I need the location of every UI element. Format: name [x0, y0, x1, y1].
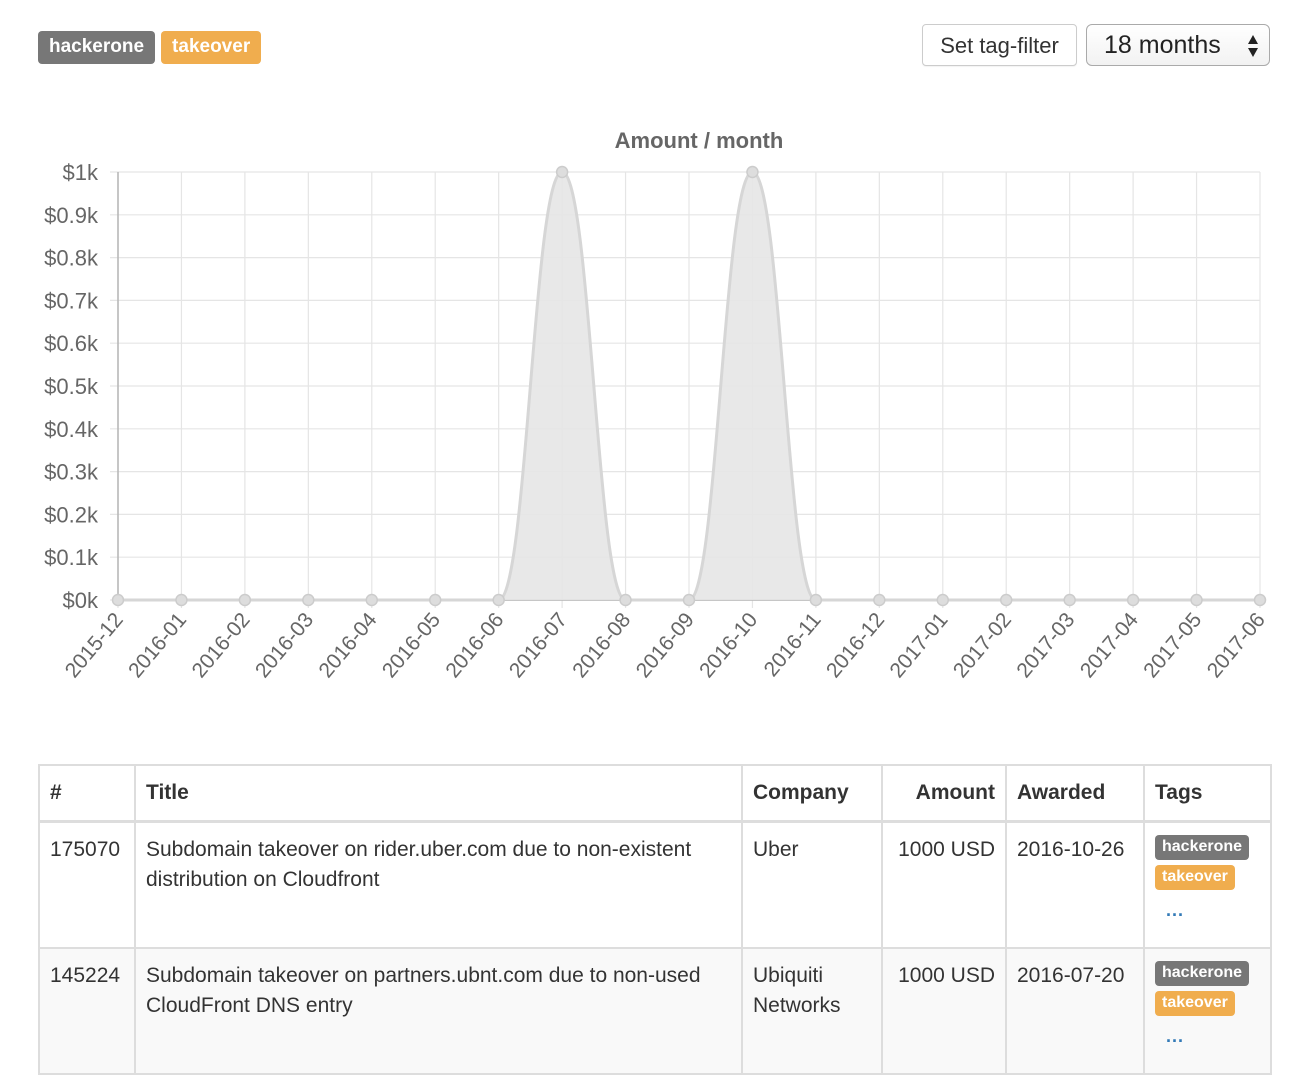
data-point: [1253, 593, 1267, 607]
data-point: [809, 593, 823, 607]
column-header-company[interactable]: Company: [741, 764, 883, 823]
x-tick-label: 2017-04: [1076, 608, 1143, 682]
cell-tags: hackerone takeover ...: [1143, 947, 1272, 1075]
data-point: [175, 593, 188, 607]
cell-amount: 1000 USD: [881, 820, 1007, 949]
tag-hackerone[interactable]: hackerone: [38, 31, 156, 64]
toolbar: hackerone takeover Set tag-filter 18 mont…: [38, 24, 1270, 68]
table-row[interactable]: 175070 Subdomain takeover on rider.uber.…: [38, 820, 1272, 949]
chart-title: Amount / month: [615, 128, 784, 153]
y-tick-label: $0.4k: [44, 417, 99, 442]
x-tick-label: 2017-01: [885, 608, 952, 682]
y-tick-label: $0.5k: [44, 374, 99, 399]
tag-hackerone[interactable]: hackerone: [1155, 961, 1250, 986]
table-row[interactable]: 145224 Subdomain takeover on partners.ub…: [38, 947, 1272, 1075]
data-point: [873, 593, 886, 607]
y-tick-label: $1k: [63, 160, 99, 185]
data-point: [1126, 593, 1140, 607]
y-tick-label: $0.2k: [44, 502, 99, 527]
cell-tags: hackerone takeover ...: [1143, 820, 1272, 949]
set-tag-filter-button[interactable]: Set tag-filter: [922, 24, 1077, 66]
cell-awarded: 2016-07-20: [1005, 947, 1145, 1075]
cell-title[interactable]: Subdomain takeover on rider.uber.com due…: [134, 820, 743, 949]
y-tick-label: $0.1k: [44, 545, 99, 570]
data-point: [1063, 593, 1076, 607]
y-tick-label: $0.3k: [44, 460, 99, 485]
x-tick-label: 2017-02: [949, 608, 1016, 682]
cell-awarded: 2016-10-26: [1005, 820, 1145, 949]
chart-svg: Amount / month $0k $0.1k $0.2k $0.3k $0.4k $0.…: [44, 128, 1270, 682]
data-point: [365, 593, 379, 607]
y-tick-label: $0.7k: [44, 288, 99, 313]
x-tick-label: 2015-12: [61, 608, 128, 682]
y-tick-label: $0.6k: [44, 331, 99, 356]
cell-title[interactable]: Subdomain takeover on partners.ubnt.com …: [134, 947, 743, 1075]
x-tick-label: 2017-06: [1203, 608, 1270, 682]
x-tick-label: 2016-02: [188, 608, 255, 682]
active-tag-list: hackerone takeover: [38, 31, 262, 64]
data-point: [555, 165, 569, 179]
data-point: [619, 593, 632, 607]
x-tick-label: 2016-10: [695, 608, 762, 682]
tag-hackerone[interactable]: hackerone: [1155, 835, 1250, 860]
column-header-awarded[interactable]: Awarded: [1005, 764, 1145, 823]
data-point: [428, 593, 442, 607]
data-point: [111, 593, 125, 607]
x-tick-label: 2016-11: [760, 608, 826, 681]
amount-per-month-chart: Amount / month $0k $0.1k $0.2k $0.3k $0.4k $0.…: [0, 120, 1302, 710]
tag-takeover[interactable]: takeover: [1155, 865, 1235, 890]
data-point: [999, 593, 1013, 607]
x-tick-label: 2016-07: [505, 608, 572, 682]
x-tick-label: 2016-12: [822, 608, 889, 682]
select-arrows-icon: [1248, 35, 1258, 57]
x-tick-label: 2016-06: [441, 608, 508, 682]
data-point: [302, 593, 315, 607]
cell-id: 145224: [38, 947, 136, 1075]
x-tick-label: 2017-05: [1139, 608, 1206, 682]
x-tick-label: 2016-08: [568, 608, 635, 682]
cell-id: 175070: [38, 820, 136, 949]
y-tick-label: $0.9k: [44, 203, 99, 228]
data-point: [746, 165, 759, 179]
column-header-title[interactable]: Title: [134, 764, 743, 823]
data-point: [238, 593, 252, 607]
reports-table: # Title Company Amount Awarded Tags 1750…: [38, 764, 1272, 1075]
x-tick-label: 2016-05: [378, 608, 445, 682]
cell-company[interactable]: Ubiquiti Networks: [741, 947, 883, 1075]
table-header-row: # Title Company Amount Awarded Tags: [38, 764, 1272, 823]
x-tick-label: 2016-04: [314, 608, 381, 682]
cell-company[interactable]: Uber: [741, 820, 883, 949]
x-tick-label: 2016-03: [251, 608, 318, 682]
more-tags-link[interactable]: ...: [1166, 900, 1185, 920]
data-point: [936, 593, 950, 607]
column-header-id[interactable]: #: [38, 764, 136, 823]
more-tags-link[interactable]: ...: [1166, 1026, 1185, 1046]
x-tick-label: 2016-09: [632, 608, 699, 682]
y-tick-label: $0k: [63, 588, 99, 613]
data-point: [682, 593, 696, 607]
data-point: [492, 593, 505, 607]
x-tick-label: 2016-01: [124, 608, 191, 682]
cell-amount: 1000 USD: [881, 947, 1007, 1075]
column-header-tags[interactable]: Tags: [1143, 764, 1272, 823]
column-header-amount[interactable]: Amount: [881, 764, 1007, 823]
y-tick-label: $0.8k: [44, 246, 99, 271]
data-point: [1190, 593, 1203, 607]
period-select-value: 18 months: [1104, 31, 1221, 59]
x-tick-label: 2017-03: [1012, 608, 1079, 682]
tag-takeover[interactable]: takeover: [161, 31, 262, 64]
period-select[interactable]: 18 months: [1086, 24, 1270, 66]
tag-takeover[interactable]: takeover: [1155, 991, 1235, 1016]
